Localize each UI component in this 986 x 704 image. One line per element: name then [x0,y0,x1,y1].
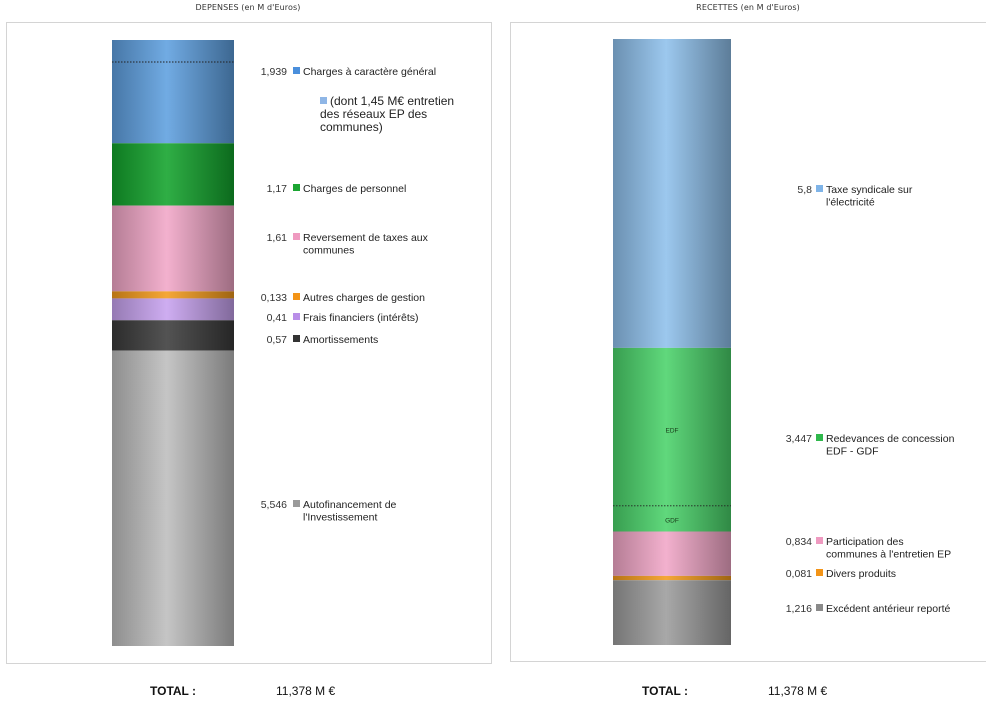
data-label: 0,41 [267,312,288,324]
legend-label: Charges à caractère général [303,66,436,78]
bar-inner-label: EDF [666,427,679,434]
bar-segment [613,347,731,532]
data-label: 1,17 [267,183,288,195]
legend-label: l'électricité [826,197,875,209]
legend-swatch [816,569,823,576]
data-label: 0,834 [786,536,812,548]
data-label: 1,61 [267,232,288,244]
legend-swatch [293,313,300,320]
bar-segment [112,291,234,299]
bar-segment [112,298,234,321]
legend-swatch [293,233,300,240]
legend-swatch [320,97,327,104]
recettes-title: RECETTES (en M d'Euros) [696,3,800,12]
data-label: 1,939 [261,66,287,78]
bar-segment [112,320,234,351]
legend-swatch [293,335,300,342]
legend-label: Autres charges de gestion [303,292,425,304]
bar-segment [112,40,234,144]
legend-label: Autofinancement de [303,499,397,511]
data-label: 0,081 [786,568,812,580]
bar-segment [112,143,234,206]
data-label: 5,546 [261,499,287,511]
legend-swatch [293,67,300,74]
legend-label: Divers produits [826,568,896,580]
depenses-total-value: 11,378 M € [276,684,336,698]
annotation-label: communes) [320,120,383,134]
legend-label: Amortissements [303,334,378,346]
bar-segment [613,580,731,645]
bar-segment [613,39,731,348]
legend-swatch [293,500,300,507]
legend-label: Excédent antérieur reporté [826,603,950,615]
legend-label: Frais financiers (intérêts) [303,312,419,324]
legend-label: Charges de personnel [303,183,406,195]
data-label: 0,57 [267,334,288,346]
legend-swatch [816,434,823,441]
bar-segment [613,531,731,576]
legend-label: communes à l'entretien EP [826,549,951,561]
legend-label: Redevances de concession [826,433,955,445]
data-label: 1,216 [786,603,812,615]
recettes-total-value: 11,378 M € [768,684,828,698]
legend-swatch [816,185,823,192]
legend-label: l'Investissement [303,512,377,524]
depenses-chart: 1,939 Charges à caractère général 1,17 Char… [112,40,454,646]
annotation-label: des réseaux EP des [320,107,427,121]
data-label: 3,447 [786,433,812,445]
recettes-chart: EDF GDF 5,8 Taxe syndicale surl'électricité… [613,39,955,645]
legend-label: Reversement de taxes aux [303,232,429,244]
annotation-label: (dont 1,45 M€ entretien [330,94,454,108]
legend-label: communes [303,245,354,257]
bar-segment [112,350,234,646]
depenses-title: DEPENSES (en M d'Euros) [195,3,301,12]
legend-label: Participation des [826,536,904,548]
legend-label: Taxe syndicale sur [826,184,913,196]
depenses-total-label: TOTAL : [150,684,196,698]
recettes-chart-panel: EDF GDF 5,8 Taxe syndicale sur l'électricité… [510,22,986,662]
legend-swatch [293,184,300,191]
data-label: 5,8 [797,184,812,196]
bar-segment [613,575,731,581]
depenses-chart-panel: 1,939 Charges à caractère général 1,17 Char… [6,22,492,664]
legend-swatch [816,537,823,544]
bar-inner-label: GDF [665,517,679,524]
bar-segment [112,205,234,292]
recettes-total-label: TOTAL : [642,684,688,698]
legend-swatch [816,604,823,611]
data-label: 0,133 [261,292,287,304]
legend-label: EDF - GDF [826,446,879,458]
legend-swatch [293,293,300,300]
